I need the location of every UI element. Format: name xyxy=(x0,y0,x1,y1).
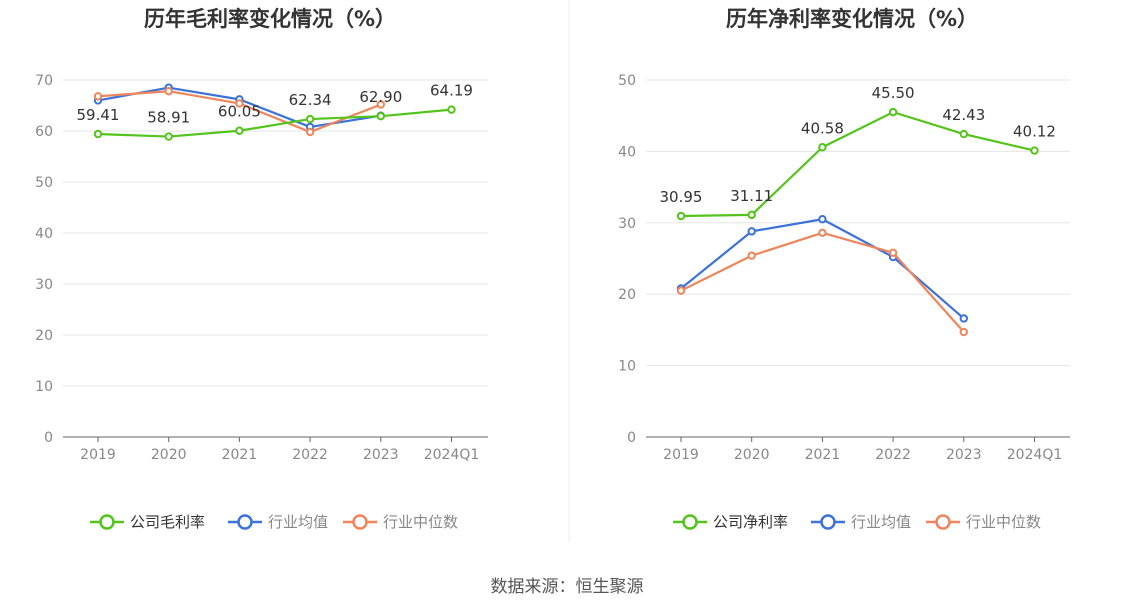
data-point xyxy=(235,99,244,108)
legend-swatch-marker xyxy=(820,514,836,530)
legend-swatch-marker xyxy=(352,514,368,530)
y-tick-label: 0 xyxy=(44,430,53,446)
x-tick-label: 2019 xyxy=(663,447,699,463)
data-point xyxy=(305,127,315,137)
data-point xyxy=(376,112,385,121)
y-tick-label: 10 xyxy=(35,379,53,395)
data-point xyxy=(164,132,173,141)
data-point xyxy=(305,114,315,124)
chart-area: 历年毛利率变化情况（%） 0 10 20 30 40 50 60 70 2019 2020 2021 2… xyxy=(35,0,1070,542)
data-label: 31.11 xyxy=(730,187,773,205)
data-point xyxy=(888,107,898,117)
y-tick-label: 30 xyxy=(618,216,636,232)
data-source-note: 数据来源：恒生聚源 xyxy=(490,577,644,597)
data-label: 62.34 xyxy=(289,91,332,109)
y-tick-label: 30 xyxy=(35,277,53,293)
x-tick-label: 2021 xyxy=(222,447,258,463)
chart-title: 历年净利率变化情况（%） xyxy=(726,7,978,31)
data-point xyxy=(747,251,756,260)
x-tick-label: 2024Q1 xyxy=(424,447,480,463)
x-tick-label: 2020 xyxy=(734,447,770,463)
data-point xyxy=(888,248,898,257)
data-point xyxy=(959,314,968,323)
data-point xyxy=(747,210,756,220)
legend-label: 公司净利率 xyxy=(713,513,788,531)
legend-swatch-marker xyxy=(99,514,115,530)
data-label: 40.58 xyxy=(801,119,844,137)
data-label: 45.50 xyxy=(872,84,915,102)
data-label: 30.95 xyxy=(660,188,703,206)
data-point xyxy=(959,327,968,337)
data-label: 64.19 xyxy=(430,82,473,100)
x-tick-label: 2020 xyxy=(151,447,187,463)
y-tick-label: 50 xyxy=(618,73,636,89)
data-label: 62.90 xyxy=(359,88,402,106)
legend-label: 行业中位数 xyxy=(966,513,1041,531)
data-point xyxy=(164,87,173,96)
y-tick-label: 70 xyxy=(35,73,53,89)
x-tick-label: 2019 xyxy=(80,447,116,463)
data-point xyxy=(676,211,686,221)
data-point xyxy=(447,105,456,114)
data-point xyxy=(747,227,756,236)
x-tick-label: 2024Q1 xyxy=(1007,447,1063,463)
data-point xyxy=(93,129,103,139)
legend-swatch-marker xyxy=(682,514,698,530)
data-point xyxy=(235,126,244,135)
data-point xyxy=(818,143,827,152)
series-line xyxy=(97,108,452,138)
series-line xyxy=(680,111,1035,218)
data-label: 42.43 xyxy=(942,106,985,124)
y-tick-label: 40 xyxy=(35,226,53,242)
data-label: 58.91 xyxy=(147,109,190,127)
x-tick-label: 2023 xyxy=(363,447,399,463)
legend-swatch-marker xyxy=(935,514,951,530)
y-tick-label: 20 xyxy=(35,328,53,344)
y-tick-label: 10 xyxy=(618,359,636,375)
x-tick-label: 2021 xyxy=(805,447,841,463)
data-point xyxy=(818,215,827,224)
y-tick-label: 60 xyxy=(35,124,53,140)
data-point xyxy=(376,100,385,109)
x-tick-label: 2022 xyxy=(292,447,328,463)
legend-label: 公司毛利率 xyxy=(130,513,205,531)
legend-label: 行业均值 xyxy=(268,513,328,531)
data-point xyxy=(959,129,968,139)
chart-title: 历年毛利率变化情况（%） xyxy=(144,7,396,31)
data-point xyxy=(818,228,827,237)
y-tick-label: 50 xyxy=(35,175,53,191)
data-label: 59.41 xyxy=(77,106,120,124)
legend-swatch-marker xyxy=(237,514,253,530)
x-tick-label: 2022 xyxy=(875,447,911,463)
data-point xyxy=(1030,146,1039,155)
data-label: 60.05 xyxy=(218,103,261,121)
data-point xyxy=(676,286,686,295)
legend-label: 行业均值 xyxy=(851,513,911,531)
y-tick-label: 20 xyxy=(618,287,636,303)
legend-label: 行业中位数 xyxy=(383,513,458,531)
data-point xyxy=(93,92,103,101)
x-tick-label: 2023 xyxy=(946,447,982,463)
y-tick-label: 40 xyxy=(618,144,636,160)
y-tick-label: 0 xyxy=(627,430,636,446)
data-label: 40.12 xyxy=(1013,123,1056,141)
